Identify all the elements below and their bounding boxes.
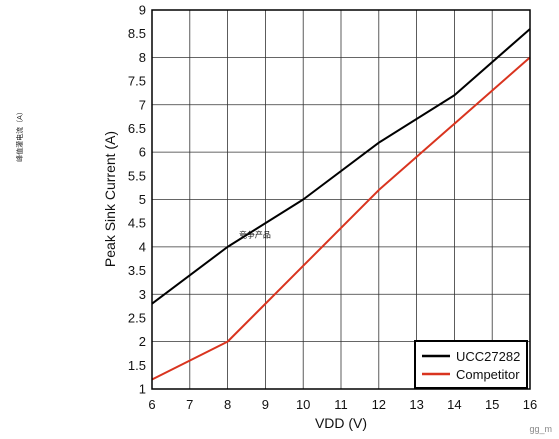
grid [151,9,531,390]
y-tick-label: 8 [139,50,146,65]
y-tick-label: 5.5 [128,168,146,183]
x-tick-label: 7 [186,397,193,412]
x-tick-labels: 6 7 8 9 10 11 12 13 14 15 16 [148,397,537,412]
legend-label-ucc27282: UCC27282 [456,349,520,364]
y-tick-label: 6 [139,145,146,160]
y-tick-label: 8.5 [128,26,146,41]
x-tick-label: 9 [262,397,269,412]
y-tick-label: 7.5 [128,74,146,89]
annotation-label: 竞争产品 [239,229,271,239]
legend-box [414,340,528,389]
plot-frame [151,9,531,390]
x-tick-label: 12 [372,397,386,412]
series-line-competitor [151,56,531,381]
x-axis-label: VDD (V) [315,415,367,431]
y-tick-label: 4 [139,239,146,254]
x-tick-label: 10 [296,397,310,412]
legend: UCC27282 Competitor [414,340,528,389]
x-tick-label: 6 [148,397,155,412]
side-note: 峰值灌电流（A） [15,108,24,162]
y-tick-label: 7 [139,97,146,112]
x-tick-label: 13 [409,397,423,412]
x-tick-label: 14 [447,397,461,412]
y-tick-label: 1.5 [128,358,146,373]
x-tick-label: 15 [485,397,499,412]
y-tick-label: 3 [139,287,146,302]
y-axis-label: Peak Sink Current (A) [102,131,118,267]
y-tick-label: 4.5 [128,216,146,231]
series-layer [151,28,531,381]
y-tick-label: 3.5 [128,263,146,278]
y-tick-label: 1 [139,382,146,397]
y-tick-label: 2 [139,334,146,349]
x-tick-label: 8 [224,397,231,412]
x-tick-label: 11 [334,397,348,412]
y-tick-label: 6.5 [128,121,146,136]
series-line-ucc27282 [151,28,531,305]
y-tick-label: 5 [139,192,146,207]
watermark: gg_m [529,424,552,434]
y-tick-labels: 1 1.5 2 2.5 3 3.5 4 4.5 5 5.5 6 6.5 7 7.5 8 8.5 9 [128,3,146,397]
y-tick-label: 2.5 [128,310,146,325]
x-tick-label: 16 [523,397,537,412]
legend-label-competitor: Competitor [456,367,520,382]
y-tick-label: 9 [139,3,146,18]
